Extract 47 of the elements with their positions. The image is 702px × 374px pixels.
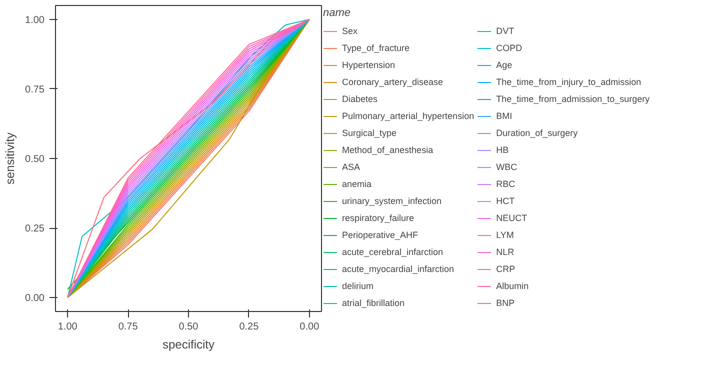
x-tick-label: 0.50 [178,322,199,332]
legend-label: DVT [496,25,516,38]
legend-label: Coronary_artery_disease [342,76,444,89]
legend-label: Age [496,59,514,72]
legend-label: Type_of_fracture [342,42,410,55]
legend-label: Albumin [496,280,529,293]
legend-title: name [323,7,352,19]
legend-label: BMI [496,110,514,123]
x-axis-title: specificity [162,338,215,352]
legend-label: LYM [496,229,515,242]
legend-label: The_time_from_injury_to_admission [496,76,642,89]
legend-label: NLR [496,246,516,259]
legend-label: Duration_of_surgery [496,127,578,140]
legend-label: delirium [342,280,374,293]
legend-label: Perioperative_AHF [342,229,418,242]
legend-label: Pulmonary_arterial_hypertension [342,110,474,123]
legend-label: COPD [496,42,522,55]
legend-label: Diabetes [342,93,378,106]
legend-label: respiratory_failure [342,212,414,225]
y-tick-label: 0.50 [25,154,45,165]
legend-label: CRP [496,263,516,276]
legend-label: HCT [496,195,516,208]
legend-label: Method_of_anesthesia [342,144,434,157]
legend-label: RBC [496,178,516,191]
legend-label: The_time_from_admission_to_surgery [496,93,650,106]
x-tick-label: 0.75 [118,322,138,332]
legend-label: BNP [496,297,516,310]
legend-label: atrial_fibrillation [342,297,405,310]
y-tick-label: 1.00 [25,14,45,26]
legend-label: Surgical_type [342,127,397,140]
y-tick-label: 0.00 [25,293,45,304]
x-tick-label: 0.25 [239,322,260,332]
legend-label: urinary_system_infection [342,195,442,208]
legend-label: Sex [342,25,359,38]
legend-label: Hypertension [342,59,396,72]
legend-label: HB [496,144,510,157]
y-tick-label: 0.75 [25,84,45,96]
legend-label: WBC [496,161,518,174]
y-tick-label: 0.25 [25,224,45,235]
y-axis-title: sensitivity [3,132,18,185]
x-tick-label: 1.00 [58,322,78,332]
legend-label: anemia [342,178,372,191]
legend-label: ASA [342,161,362,174]
legend-label: acute_myocardial_infarction [342,263,454,276]
x-tick-label: 0.00 [300,322,320,332]
legend-label: acute_cerebral_infarction [342,246,444,259]
legend-label: NEUCT [496,212,528,225]
